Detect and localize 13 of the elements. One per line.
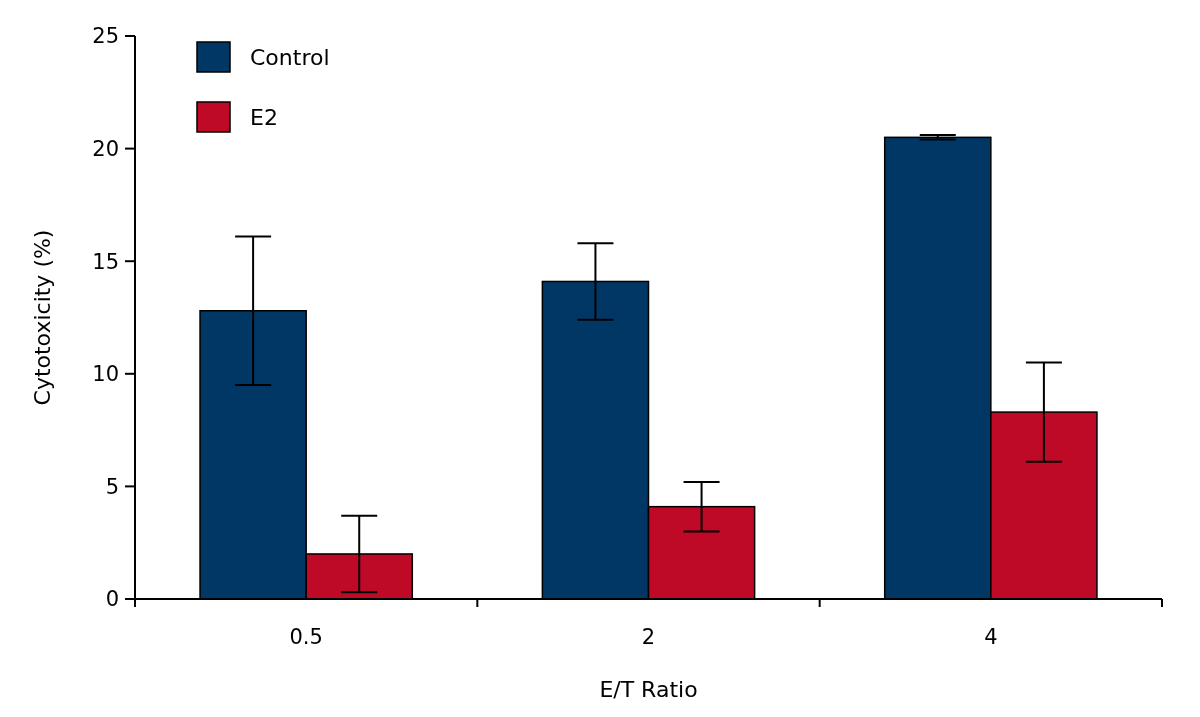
x-tick-label: 4 (984, 625, 998, 649)
y-tick-label: 25 (92, 24, 119, 49)
y-tick-label: 5 (105, 474, 119, 499)
y-axis-title: Cytotoxicity (%) (30, 229, 55, 406)
y-tick-label: 0 (105, 587, 119, 612)
y-tick-label: 15 (92, 249, 119, 274)
x-axis-title: E/T Ratio (599, 677, 698, 702)
y-tick-label: 10 (92, 362, 119, 387)
x-tick-label: 2 (641, 625, 656, 649)
legend-label: Control (250, 44, 330, 70)
legend-label: E2 (250, 104, 278, 130)
x-tick-label: 0.5 (289, 625, 323, 649)
y-tick-label: 20 (92, 136, 119, 161)
